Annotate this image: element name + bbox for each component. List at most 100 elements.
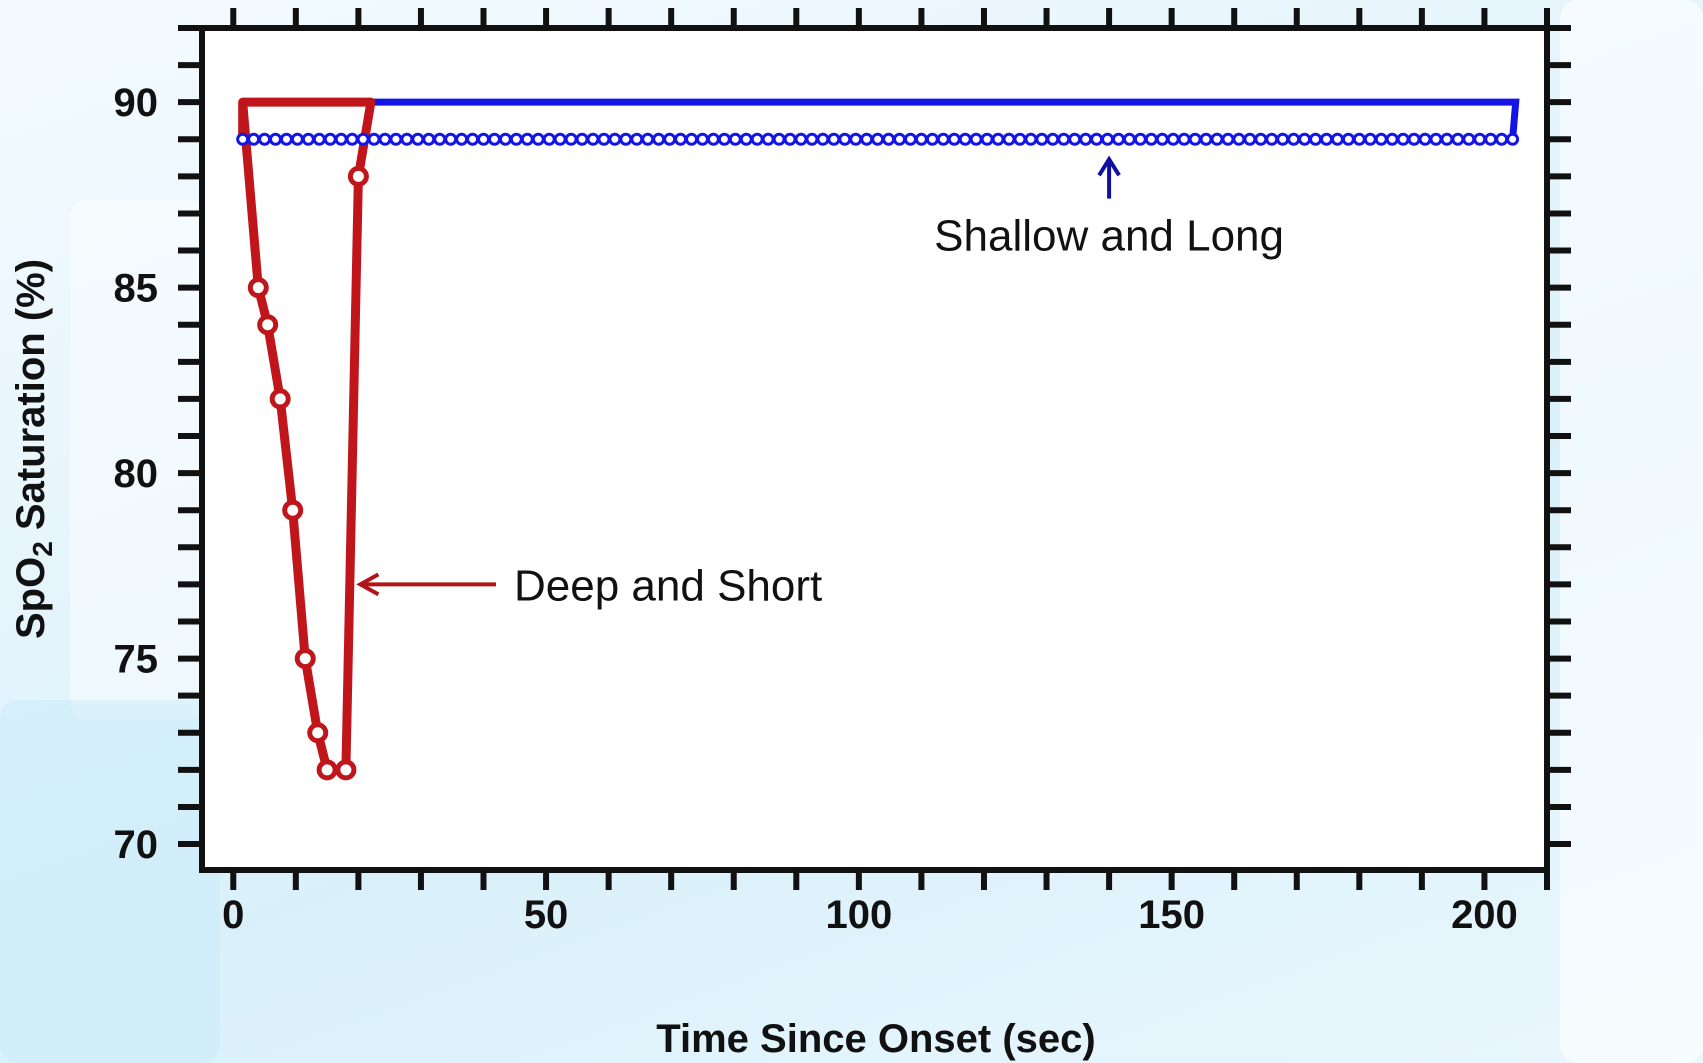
marker-shallow-and-long [619,132,633,146]
marker-shallow-and-long [717,132,731,146]
x-tick-label: 100 [825,893,892,937]
marker-deep-and-short [307,722,329,744]
marker-shallow-and-long [509,132,523,146]
marker-shallow-and-long [1199,132,1213,146]
marker-shallow-and-long [1287,132,1301,146]
marker-shallow-and-long [498,132,512,146]
marker-shallow-and-long [1002,132,1016,146]
marker-shallow-and-long [477,132,491,146]
y-tick-label: 75 [114,638,159,682]
marker-shallow-and-long [1013,132,1027,146]
marker-shallow-and-long [1221,132,1235,146]
x-tick-label: 50 [524,893,569,937]
marker-shallow-and-long [586,132,600,146]
marker-shallow-and-long [531,132,545,146]
marker-shallow-and-long [936,132,950,146]
marker-shallow-and-long [1330,132,1344,146]
marker-shallow-and-long [1429,132,1443,146]
plot-area [199,25,1550,873]
marker-shallow-and-long [356,132,370,146]
marker-shallow-and-long [1385,132,1399,146]
marker-shallow-and-long [958,132,972,146]
marker-shallow-and-long [849,132,863,146]
marker-shallow-and-long [367,132,381,146]
marker-shallow-and-long [1363,132,1377,146]
background-panel-right [1560,0,1703,1063]
marker-shallow-and-long [739,132,753,146]
marker-shallow-and-long [1035,132,1049,146]
marker-shallow-and-long [1319,132,1333,146]
marker-shallow-and-long [1122,132,1136,146]
arrow-head-shallow-and-long [1097,155,1121,177]
marker-shallow-and-long [400,132,414,146]
marker-shallow-and-long [1407,132,1421,146]
marker-shallow-and-long [597,132,611,146]
x-tick-labels: 0 50 100 150 200 [222,893,1518,937]
marker-shallow-and-long [1374,132,1388,146]
marker-shallow-and-long [1462,132,1476,146]
marker-deep-and-short [335,759,357,781]
marker-shallow-and-long [925,132,939,146]
marker-shallow-and-long [334,132,348,146]
marker-shallow-and-long [882,132,896,146]
marker-deep-and-short [269,388,291,410]
marker-shallow-and-long [520,132,534,146]
marker-shallow-and-long [564,132,578,146]
marker-shallow-and-long [1298,132,1312,146]
marker-shallow-and-long [1155,132,1169,146]
marker-shallow-and-long [487,132,501,146]
marker-shallow-and-long [345,132,359,146]
marker-shallow-and-long [674,132,688,146]
marker-deep-and-short [282,499,304,521]
x-tick-label: 200 [1451,893,1518,937]
marker-shallow-and-long [1309,132,1323,146]
marker-shallow-and-long [980,132,994,146]
marker-shallow-and-long [1079,132,1093,146]
marker-shallow-and-long [553,132,567,146]
marker-shallow-and-long [1232,132,1246,146]
marker-shallow-and-long [871,132,885,146]
marker-shallow-and-long [1265,132,1279,146]
marker-shallow-and-long [1144,132,1158,146]
annotation-deep-and-short: Deep and Short [514,561,822,610]
y-tick-label: 80 [114,452,159,496]
marker-shallow-and-long [761,132,775,146]
marker-shallow-and-long [816,132,830,146]
marker-shallow-and-long [685,132,699,146]
marker-shallow-and-long [652,132,666,146]
marker-shallow-and-long [1484,132,1498,146]
marker-shallow-and-long [1111,132,1125,146]
marker-shallow-and-long [1166,132,1180,146]
marker-shallow-and-long [805,132,819,146]
annotations: Deep and Short Shallow and Long [356,155,1284,610]
marker-shallow-and-long [794,132,808,146]
annotation-shallow-and-long: Shallow and Long [934,212,1284,261]
marker-shallow-and-long [378,132,392,146]
marker-shallow-and-long [893,132,907,146]
x-tick-label: 150 [1138,893,1205,937]
x-tick-label: 0 [222,893,244,937]
marker-shallow-and-long [1046,132,1060,146]
marker-shallow-and-long [1024,132,1038,146]
marker-shallow-and-long [706,132,720,146]
marker-shallow-and-long [466,132,480,146]
marker-shallow-and-long [575,132,589,146]
marker-shallow-and-long [1133,132,1147,146]
marker-shallow-and-long [838,132,852,146]
marker-shallow-and-long [1254,132,1268,146]
marker-shallow-and-long [411,132,425,146]
marker-shallow-and-long [783,132,797,146]
marker-shallow-and-long [1396,132,1410,146]
marker-shallow-and-long [542,132,556,146]
marker-shallow-and-long [1440,132,1454,146]
marker-shallow-and-long [247,132,261,146]
marker-shallow-and-long [860,132,874,146]
x-axis-label: Time Since Onset (sec) [656,1017,1095,1061]
marker-shallow-and-long [772,132,786,146]
marker-shallow-and-long [323,132,337,146]
marker-shallow-and-long [1276,132,1290,146]
marker-shallow-and-long [422,132,436,146]
marker-shallow-and-long [1243,132,1257,146]
y-axis-label-subscript: 2 [27,541,58,557]
marker-shallow-and-long [455,132,469,146]
